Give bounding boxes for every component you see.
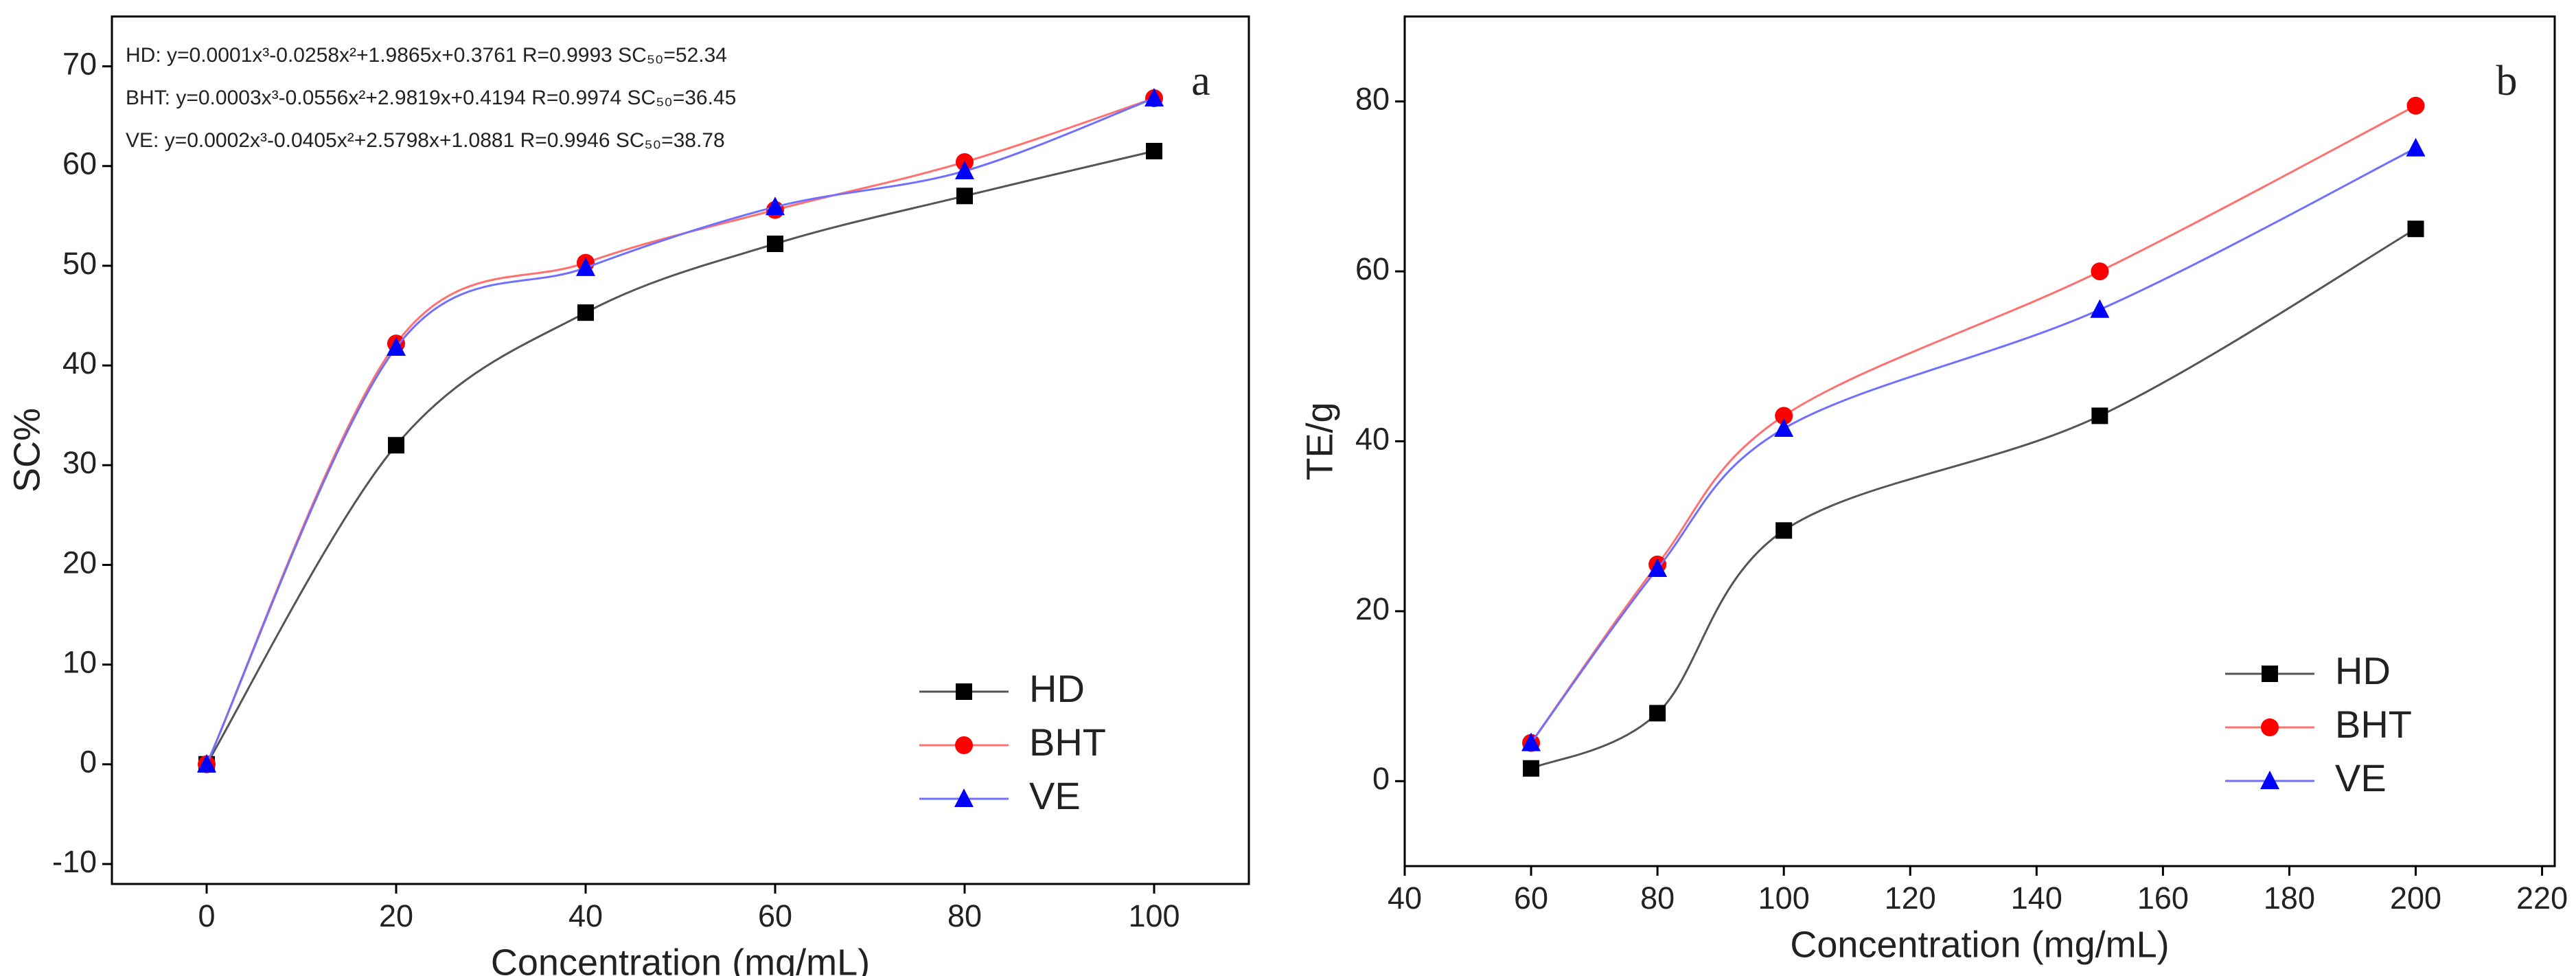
x-tick-label: 200	[2390, 881, 2441, 916]
legend-marker	[954, 788, 974, 807]
marker-triangle	[387, 337, 406, 356]
y-tick-label: 10	[62, 645, 97, 680]
marker-triangle	[2406, 137, 2426, 157]
y-tick-label: 50	[62, 246, 97, 281]
x-tick-label: 160	[2137, 881, 2189, 916]
equation: HD: y=0.0001x³-0.0258x²+1.9865x+0.3761 R…	[126, 44, 727, 67]
x-tick-label: 40	[568, 898, 603, 933]
series-line	[1530, 147, 2417, 744]
marker-square	[1146, 142, 1162, 159]
marker-square	[2407, 220, 2424, 238]
legend-label: BHT	[2335, 703, 2412, 746]
x-tick-label: 40	[1388, 881, 1422, 916]
series-line	[205, 150, 1155, 765]
marker-square	[1523, 760, 1540, 777]
y-tick-label: 0	[80, 745, 97, 780]
y-tick-label: 20	[1355, 591, 1390, 626]
legend-label: HD	[1029, 667, 1085, 710]
legend-marker	[2260, 771, 2279, 789]
x-tick-label: 80	[947, 898, 982, 933]
y-tick-label: 30	[62, 445, 97, 480]
marker-triangle	[955, 161, 974, 180]
marker-triangle	[1521, 732, 1541, 751]
panel-label: b	[2496, 58, 2518, 104]
x-tick-label: 0	[198, 898, 215, 933]
x-tick-label: 140	[2011, 881, 2062, 916]
y-tick-label: -10	[52, 844, 97, 879]
equation: VE: y=0.0002x³-0.0405x²+2.5798x+1.0881 R…	[126, 129, 725, 152]
y-tick-label: 60	[62, 146, 97, 181]
y-tick-label: 70	[62, 46, 97, 81]
x-tick-label: 80	[1640, 881, 1675, 916]
x-axis-title: Concentration (mg/mL)	[491, 942, 870, 976]
marker-square	[577, 304, 594, 321]
marker-triangle	[197, 753, 216, 773]
y-tick-label: 20	[62, 545, 97, 580]
legend-label: HD	[2335, 649, 2391, 692]
y-tick-label: 80	[1355, 82, 1390, 117]
marker-circle	[2091, 262, 2109, 281]
legend-marker	[956, 683, 972, 700]
legend-label: VE	[1029, 774, 1081, 817]
x-tick-label: 100	[1128, 898, 1180, 933]
marker-square	[956, 188, 973, 205]
legend-marker	[2262, 666, 2278, 682]
x-tick-label: 60	[1514, 881, 1548, 916]
series-line	[205, 97, 1155, 765]
y-tick-label: 60	[1355, 251, 1390, 286]
series-line	[205, 97, 1155, 765]
plot-frame	[111, 15, 1250, 885]
marker-square	[2091, 407, 2108, 424]
equation: BHT: y=0.0003x³-0.0556x²+2.9819x+0.4194 …	[126, 87, 736, 109]
x-axis-title: Concentration (mg/mL)	[1790, 924, 2169, 965]
y-axis-title: SC%	[6, 408, 47, 492]
marker-circle	[1775, 407, 1793, 425]
marker-circle	[2406, 96, 2425, 115]
y-tick-label: 0	[1372, 761, 1390, 796]
x-tick-label: 20	[379, 898, 413, 933]
marker-square	[1649, 705, 1666, 722]
legend-label: BHT	[1029, 720, 1106, 764]
series-line	[1530, 227, 2417, 770]
legend-label: VE	[2335, 756, 2387, 799]
marker-square	[388, 437, 404, 454]
y-tick-label: 40	[1355, 421, 1390, 456]
marker-triangle	[576, 257, 595, 276]
marker-triangle	[1774, 418, 1794, 437]
series-line	[1530, 104, 2417, 744]
marker-triangle	[1145, 88, 1164, 107]
marker-triangle	[766, 196, 785, 216]
x-tick-label: 60	[758, 898, 792, 933]
marker-triangle	[2090, 299, 2110, 318]
legend-marker	[955, 736, 973, 754]
x-tick-label: 100	[1758, 881, 1810, 916]
x-tick-label: 220	[2516, 881, 2568, 916]
panel-label: a	[1191, 58, 1210, 104]
marker-triangle	[1648, 558, 1668, 578]
x-tick-label: 180	[2264, 881, 2315, 916]
x-tick-label: 120	[1885, 881, 1936, 916]
marker-square	[1775, 522, 1793, 539]
y-tick-label: 40	[62, 345, 97, 381]
legend-marker	[2261, 718, 2279, 736]
y-axis-title: TE/g	[1299, 402, 1340, 480]
marker-square	[767, 235, 783, 252]
